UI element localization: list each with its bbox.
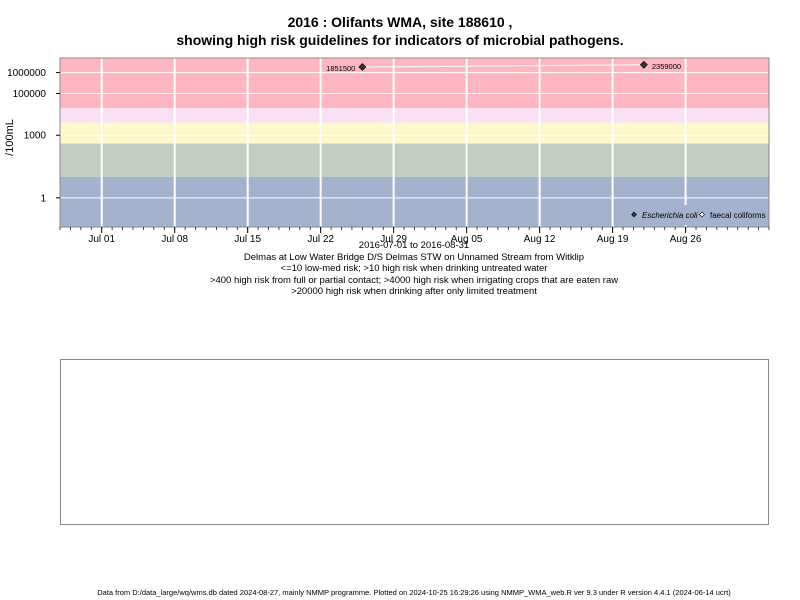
legend-ecoli-label: Escherichia coli xyxy=(642,211,698,220)
data-source-footer: Data from D:/data_large/wq/wms.db dated … xyxy=(97,588,731,597)
x-tick-label: Aug 12 xyxy=(524,234,556,245)
risk-band-2 xyxy=(60,122,769,144)
y-tick-label: 1000000 xyxy=(7,68,46,79)
ecoli-data-label: 2359000 xyxy=(652,62,681,71)
empty-plot-panel xyxy=(60,359,769,525)
x-tick-label: Aug 26 xyxy=(670,234,702,245)
x-tick-label: Jul 15 xyxy=(234,234,261,245)
x-tick-label: Jul 08 xyxy=(161,234,188,245)
date-range-label: 2016-07-01 to 2016-08-31 xyxy=(358,240,470,251)
ecoli-point xyxy=(358,63,367,71)
legend-faecal-label: faecal coliforms xyxy=(710,211,766,220)
guideline-note-2: >400 high risk from full or partial cont… xyxy=(209,275,619,286)
x-tick-label: Jul 01 xyxy=(88,234,115,245)
legend-ecoli-marker xyxy=(631,211,637,218)
risk-band-1 xyxy=(60,143,769,177)
chart-title-line-1: 2016 : Olifants WMA, site 188610 , xyxy=(287,14,513,30)
x-tick-label: Aug 05 xyxy=(451,234,483,245)
ecoli-data-label: 1851500 xyxy=(326,64,355,73)
chart-title-line-2: showing high risk guidelines for indicat… xyxy=(176,32,624,48)
ecoli-point xyxy=(639,60,648,69)
chart-svg: Jul 01 Jul 08 Jul 15 Jul 22 Jul 29 Aug 05 Aug … xyxy=(4,57,770,245)
y-tick-label: 1000 xyxy=(24,131,47,142)
y-tick-label: 100000 xyxy=(13,89,47,100)
y-axis-label: /100mL xyxy=(4,119,16,156)
legend-faecal-marker xyxy=(699,211,705,218)
risk-band-3 xyxy=(60,108,769,123)
x-tick-label: Jul 22 xyxy=(307,234,334,245)
guideline-note-1: <=10 low-med risk; >10 high risk when dr… xyxy=(280,263,548,274)
ecoli-trend-line xyxy=(362,64,644,68)
x-tick-label: Jul 29 xyxy=(380,234,407,245)
legend-box xyxy=(626,205,768,225)
x-tick-label: Aug 19 xyxy=(597,234,629,245)
guideline-note-3: >20000 high risk when drinking after onl… xyxy=(291,286,537,297)
y-tick-label: 1 xyxy=(40,193,46,204)
site-description: Delmas at Low Water Bridge D/S Delmas ST… xyxy=(243,252,585,263)
